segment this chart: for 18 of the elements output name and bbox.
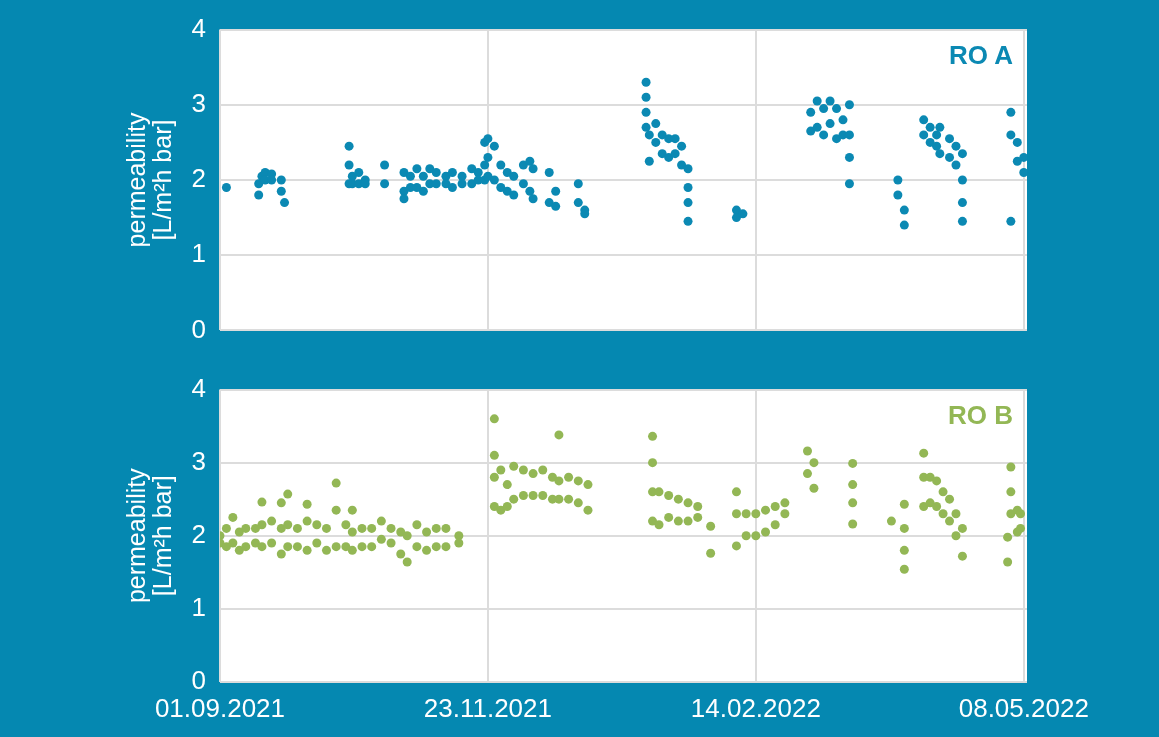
x-tick-label: 01.09.2021 xyxy=(154,692,286,723)
series-label: RO B xyxy=(948,399,1013,430)
x-tick-label: 14.02.2022 xyxy=(690,692,821,723)
y-tick-label: 4 xyxy=(191,372,206,403)
y-tick-label: 2 xyxy=(191,518,206,549)
y-tick-label: 1 xyxy=(191,238,206,269)
series-label: RO A xyxy=(948,39,1014,70)
y-tick-label: 1 xyxy=(191,591,206,622)
y-tick-label: 3 xyxy=(191,445,206,476)
y-tick-label: 2 xyxy=(191,163,206,194)
y-tick-label: 0 xyxy=(191,664,206,695)
x-tick-label: 08.05.2022 xyxy=(958,692,1089,723)
y-tick-label: 4 xyxy=(191,12,206,43)
y-tick-label: 3 xyxy=(191,87,206,118)
y-tick-label: 0 xyxy=(191,313,206,344)
y-axis-title: permeability [L/m²h bar] xyxy=(122,467,177,604)
x-tick-label: 23.11.2021 xyxy=(423,692,552,723)
y-axis-title: permeability [L/m²h bar] xyxy=(122,112,177,248)
